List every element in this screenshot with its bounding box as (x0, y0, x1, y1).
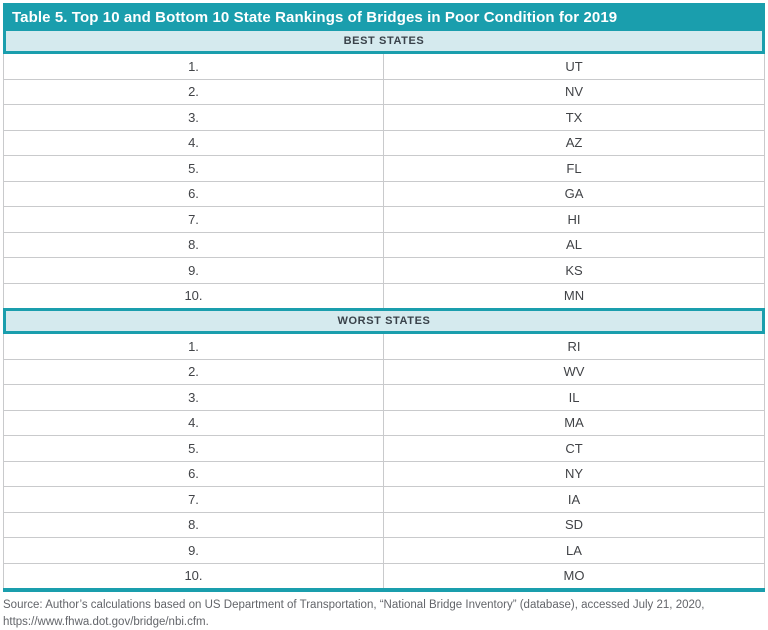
state-cell: MO (563, 568, 585, 584)
table-row: 10. MO (4, 562, 764, 588)
rank-cell: 10. (4, 563, 384, 588)
rank-cell: 10. (4, 283, 384, 308)
rank-cell: 9. (4, 258, 384, 283)
rank-cell: 4. (4, 130, 384, 155)
table-row: 5. FL (4, 155, 764, 181)
table-row: 7. HI (4, 206, 764, 232)
rank-cell: 2. (4, 79, 384, 104)
table-bottom-border (3, 588, 765, 592)
section-header-best: BEST STATES (3, 31, 765, 54)
rank-cell: 3. (4, 105, 384, 130)
state-cell: KS (565, 262, 583, 278)
rank-cell: 6. (4, 181, 384, 206)
state-cell: SD (564, 517, 584, 533)
table-row: 6. NY (4, 460, 764, 486)
rank-cell: 4. (4, 410, 384, 435)
table-row: 4. AZ (4, 129, 764, 155)
state-cell: UT (565, 58, 583, 74)
table-row: 1. RI (4, 334, 764, 359)
rank-cell: 7. (4, 207, 384, 232)
state-cell: AL (566, 237, 582, 253)
state-cell: RI (567, 338, 581, 354)
rank-cell: 8. (4, 512, 384, 537)
worst-states-rows: 1. RI 2. WV 3. IL 4. MA 5. CT 6. NY (3, 334, 765, 588)
state-cell: MA (564, 415, 584, 431)
state-cell: IA (567, 491, 581, 507)
table-row: 2. NV (4, 78, 764, 104)
table-title: Table 5. Top 10 and Bottom 10 State Rank… (3, 3, 765, 31)
table-row: 1. UT (4, 54, 764, 79)
table-row: 3. IL (4, 384, 764, 410)
rank-cell: 2. (4, 359, 384, 384)
table-row: 9. LA (4, 537, 764, 563)
state-cell: IL (568, 389, 580, 405)
rankings-table: Table 5. Top 10 and Bottom 10 State Rank… (3, 3, 765, 630)
best-states-rows: 1. UT 2. NV 3. TX 4. AZ 5. FL 6. GA (3, 54, 765, 308)
rank-cell: 8. (4, 232, 384, 257)
table-row: 3. TX (4, 104, 764, 130)
source-line-1: Source: Author’s calculations based on U… (3, 599, 705, 611)
state-cell: CT (565, 440, 583, 456)
state-cell: HI (567, 211, 581, 227)
state-cell: MN (563, 288, 585, 304)
rank-cell: 5. (4, 436, 384, 461)
table-row: 8. SD (4, 511, 764, 537)
rank-cell: 6. (4, 461, 384, 486)
rank-cell: 5. (4, 156, 384, 181)
table-row: 6. GA (4, 180, 764, 206)
rank-cell: 1. (4, 54, 384, 79)
state-cell: WV (563, 364, 585, 380)
state-cell: NY (564, 466, 584, 482)
rank-cell: 7. (4, 487, 384, 512)
state-cell: GA (564, 186, 584, 202)
rank-cell: 3. (4, 385, 384, 410)
table-row: 5. CT (4, 435, 764, 461)
table-row: 9. KS (4, 257, 764, 283)
source-line-2: https://www.fhwa.dot.gov/bridge/nbi.cfm. (3, 615, 209, 628)
state-cell: LA (566, 542, 582, 558)
table-row: 4. MA (4, 409, 764, 435)
section-header-worst: WORST STATES (3, 308, 765, 334)
rank-cell: 9. (4, 538, 384, 563)
table-row: 8. AL (4, 231, 764, 257)
table-row: 2. WV (4, 358, 764, 384)
rank-cell: 1. (4, 334, 384, 359)
state-cell: TX (565, 109, 583, 125)
table-row: 10. MN (4, 282, 764, 308)
state-cell: FL (566, 160, 582, 176)
state-cell: AZ (565, 135, 583, 151)
source-note: Source: Author’s calculations based on U… (3, 597, 765, 630)
state-cell: NV (564, 84, 584, 100)
table-row: 7. IA (4, 486, 764, 512)
